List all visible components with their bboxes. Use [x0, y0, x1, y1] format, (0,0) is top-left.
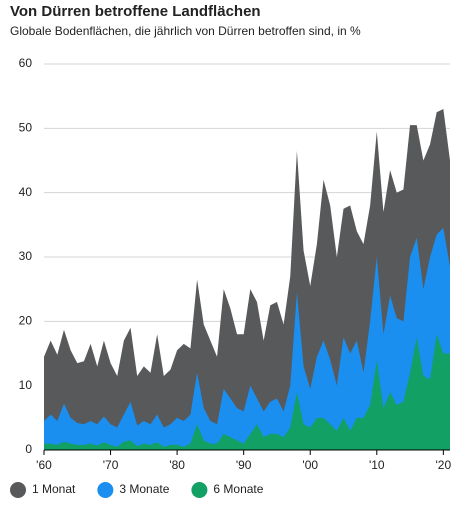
y-tick-label: 0 [25, 442, 32, 456]
y-tick-label: 50 [19, 121, 33, 135]
y-tick-label: 20 [19, 314, 33, 328]
x-tick-label: '60 [36, 458, 52, 472]
x-tick-label: '00 [302, 458, 318, 472]
x-tick-label: '70 [103, 458, 119, 472]
y-tick-label: 30 [19, 249, 33, 263]
legend-label: 6 Monate [213, 482, 263, 496]
legend-label: 1 Monat [32, 482, 76, 496]
legend-swatch [191, 482, 208, 498]
y-tick-label: 40 [19, 185, 33, 199]
legend-label: 3 Monate [119, 482, 169, 496]
y-tick-label: 60 [19, 56, 33, 70]
chart-subtitle: Globale Bodenflächen, die jährlich von D… [10, 24, 361, 38]
chart-title: Von Dürren betroffene Landflächen [10, 3, 261, 20]
legend-swatch [97, 482, 114, 498]
x-tick-label: '80 [169, 458, 185, 472]
x-tick-label: '10 [369, 458, 385, 472]
area [44, 228, 450, 450]
x-tick-label: '90 [236, 458, 252, 472]
legend-swatch [10, 482, 26, 498]
area [44, 334, 450, 450]
y-tick-label: 10 [19, 378, 33, 392]
x-tick-label: '20 [436, 458, 452, 472]
